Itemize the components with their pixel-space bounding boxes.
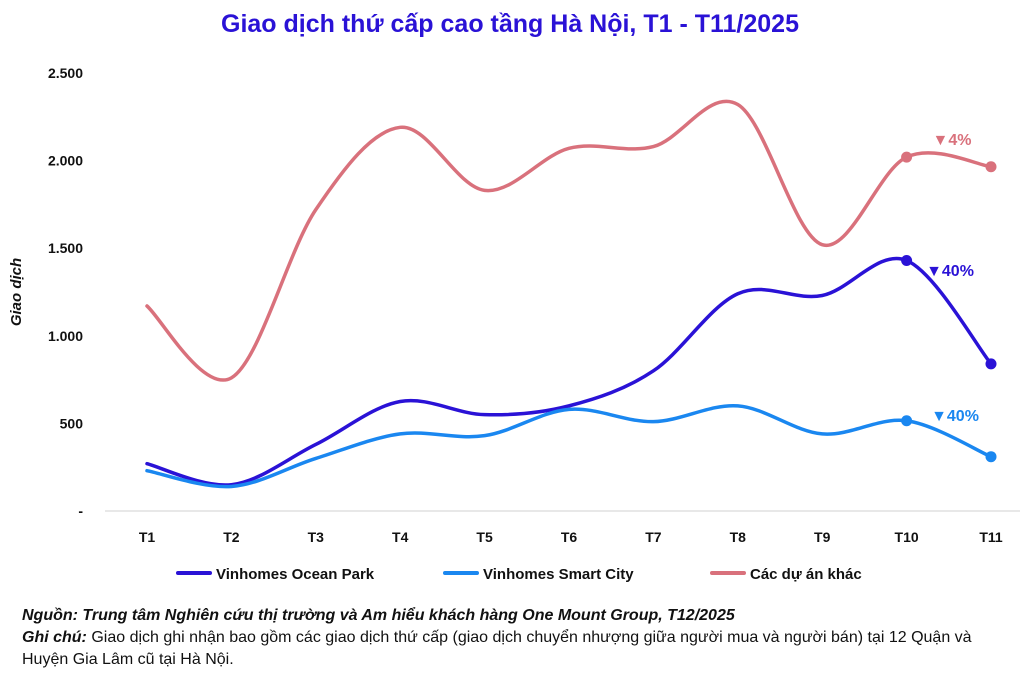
x-tick-label: T9 [814, 529, 831, 545]
y-tick-label: 2.500 [48, 65, 83, 81]
source-text: Nguồn: Trung tâm Nghiên cứu thị trường v… [22, 607, 735, 624]
data-point [901, 254, 913, 266]
change-annotation: ▼40% [926, 263, 974, 280]
x-tick-label: T3 [308, 529, 325, 545]
legend-label: Vinhomes Smart City [483, 566, 634, 583]
note-label: Ghi chú: [22, 629, 87, 646]
data-point [985, 451, 997, 463]
change-annotation: ▼4% [933, 132, 972, 149]
chart-notes: Nguồn: Trung tâm Nghiên cứu thị trường v… [22, 605, 1012, 671]
x-tick-label: T5 [476, 529, 493, 545]
data-point [901, 151, 913, 163]
y-tick-label: 2.000 [48, 153, 83, 169]
x-tick-label: T7 [645, 529, 662, 545]
y-tick-label: 1.500 [48, 240, 83, 256]
series-line [145, 404, 993, 489]
y-tick-label: 1.000 [48, 328, 83, 344]
x-tick-label: T4 [392, 529, 409, 545]
y-axis-label: Giao dịch [8, 258, 25, 326]
data-point [985, 358, 997, 370]
x-tick-label: T8 [730, 529, 747, 545]
x-tick-label: T2 [223, 529, 240, 545]
legend-label: Các dự án khác [750, 566, 862, 583]
y-tick-label: - [78, 503, 83, 519]
series-line [145, 99, 993, 382]
data-point [985, 161, 997, 173]
note-paragraph: Ghi chú: Giao dịch ghi nhận bao gồm các … [22, 627, 1012, 671]
x-tick-label: T6 [561, 529, 578, 545]
y-tick-label: 500 [60, 415, 84, 431]
data-point [901, 415, 913, 427]
x-tick-label: T10 [895, 529, 919, 545]
legend-label: Vinhomes Ocean Park [216, 566, 375, 583]
chart-title: Giao dịch thứ cấp cao tầng Hà Nội, T1 - … [221, 10, 799, 38]
note-text: Giao dịch ghi nhận bao gồm các giao dịch… [22, 629, 972, 668]
series-line [145, 256, 993, 487]
x-tick-label: T11 [979, 529, 1003, 545]
line-chart: Giao dịch - 500 1.000 1.500 2.000 2.500 T1 T2 T… [8, 65, 1020, 583]
change-annotation: ▼40% [931, 408, 979, 425]
x-tick-label: T1 [139, 529, 156, 545]
